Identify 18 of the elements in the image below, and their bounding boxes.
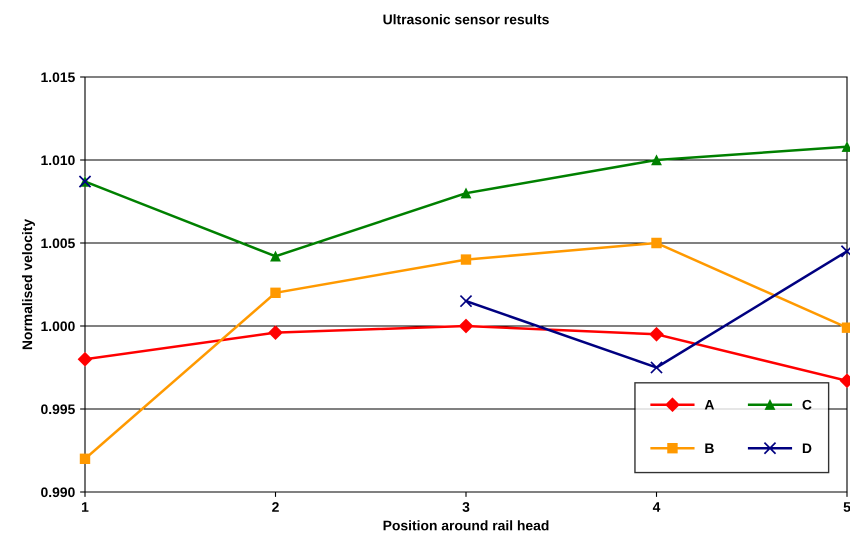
y-axis-title: Normalised velocity [22, 218, 35, 350]
x-tick-label: 4 [652, 502, 660, 512]
y-tick-label: 0.990 [41, 487, 75, 498]
x-tick-label: 1 [82, 502, 88, 512]
y-tick-label: 1.005 [41, 238, 75, 248]
y-tick-label: 1.015 [41, 72, 75, 82]
y-tick-label: 1.000 [41, 321, 75, 332]
legend-label: D [802, 444, 812, 454]
legend-label: B [705, 444, 714, 454]
x-tick-label: 5 [844, 502, 850, 512]
y-tick-label: 0.995 [41, 404, 75, 414]
legend-label: A [704, 400, 714, 410]
y-tick-label: 1.010 [41, 155, 75, 166]
chart-title: Ultrasonic sensor results [383, 14, 549, 24]
x-tick-label: 3 [462, 502, 470, 512]
x-axis-title: Position around rail head [384, 520, 548, 530]
x-tick-label: 2 [272, 502, 279, 512]
legend-label: C [802, 400, 812, 410]
